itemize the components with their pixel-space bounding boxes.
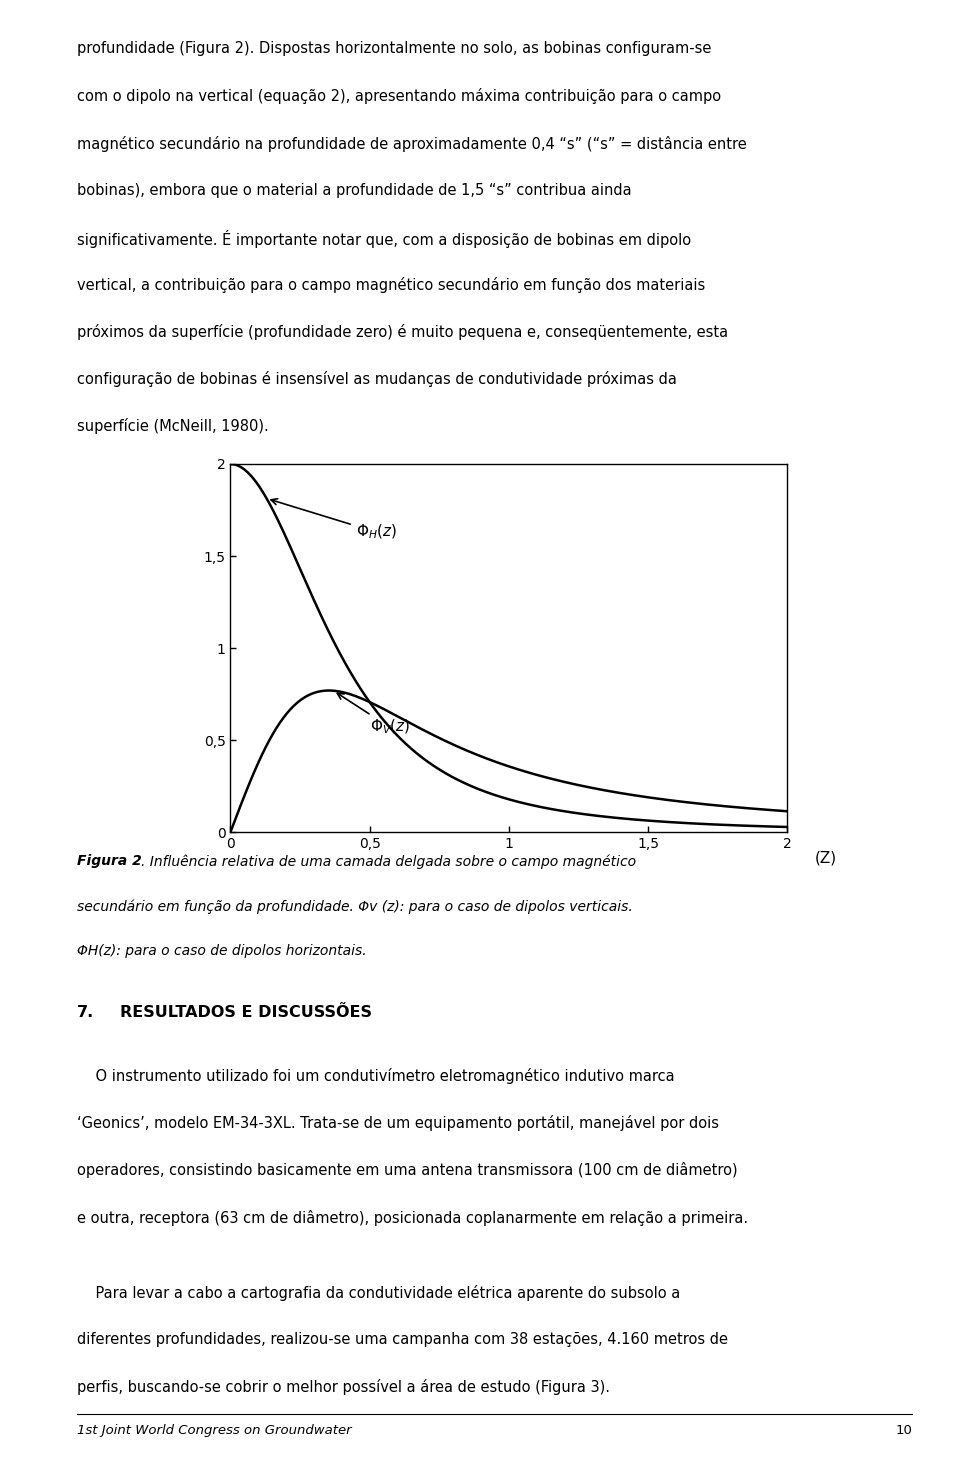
Text: operadores, consistindo basicamente em uma antena transmissora (100 cm de diâmet: operadores, consistindo basicamente em u… <box>77 1162 737 1178</box>
Text: $\Phi_H(z)$: $\Phi_H(z)$ <box>271 499 396 541</box>
Text: 10: 10 <box>895 1424 912 1438</box>
Text: com o dipolo na vertical (equação 2), apresentando máxima contribuição para o ca: com o dipolo na vertical (equação 2), ap… <box>77 88 721 105</box>
Text: perfis, buscando-se cobrir o melhor possível a área de estudo (Figura 3).: perfis, buscando-se cobrir o melhor poss… <box>77 1379 610 1395</box>
Text: e outra, receptora (63 cm de diâmetro), posicionada coplanarmente em relação a p: e outra, receptora (63 cm de diâmetro), … <box>77 1209 748 1226</box>
Text: secundário em função da profundidade. Φv (z): para o caso de dipolos verticais.: secundário em função da profundidade. Φv… <box>77 899 633 913</box>
Text: Figura 2: Figura 2 <box>77 854 141 869</box>
Text: superfície (McNeill, 1980).: superfície (McNeill, 1980). <box>77 418 269 435</box>
Text: significativamente. É importante notar que, com a disposição de bobinas em dipol: significativamente. É importante notar q… <box>77 230 691 247</box>
Text: RESULTADOS E DISCUSSÕES: RESULTADOS E DISCUSSÕES <box>120 1005 372 1019</box>
Text: O instrumento utilizado foi um condutivímetro eletromagnético indutivo marca: O instrumento utilizado foi um condutiví… <box>77 1068 675 1084</box>
Text: Para levar a cabo a cartografia da condutividade elétrica aparente do subsolo a: Para levar a cabo a cartografia da condu… <box>77 1284 680 1301</box>
Text: vertical, a contribuição para o campo magnético secundário em função dos materia: vertical, a contribuição para o campo ma… <box>77 277 705 293</box>
Text: bobinas), embora que o material a profundidade de 1,5 “s” contribua ainda: bobinas), embora que o material a profun… <box>77 183 632 197</box>
Text: ΦH(z): para o caso de dipolos horizontais.: ΦH(z): para o caso de dipolos horizontai… <box>77 944 367 957</box>
Text: (Z): (Z) <box>815 851 837 866</box>
Text: configuração de bobinas é insensível as mudanças de condutividade próximas da: configuração de bobinas é insensível as … <box>77 371 677 387</box>
Text: diferentes profundidades, realizou-se uma campanha com 38 estações, 4.160 metros: diferentes profundidades, realizou-se um… <box>77 1332 728 1348</box>
Text: 7.: 7. <box>77 1005 94 1019</box>
Text: . Influência relativa de uma camada delgada sobre o campo magnético: . Influência relativa de uma camada delg… <box>141 854 636 869</box>
Text: ‘Geonics’, modelo EM-34-3XL. Trata-se de um equipamento portátil, manejável por : ‘Geonics’, modelo EM-34-3XL. Trata-se de… <box>77 1115 719 1131</box>
Text: profundidade (Figura 2). Dispostas horizontalmente no solo, as bobinas configura: profundidade (Figura 2). Dispostas horiz… <box>77 41 711 56</box>
Text: próximos da superfície (profundidade zero) é muito pequena e, conseqüentemente, : próximos da superfície (profundidade zer… <box>77 324 728 340</box>
Text: $\Phi_V(z)$: $\Phi_V(z)$ <box>337 694 410 736</box>
Text: magnético secundário na profundidade de aproximadamente 0,4 “s” (“s” = distância: magnético secundário na profundidade de … <box>77 136 747 152</box>
Text: 1st Joint World Congress on Groundwater: 1st Joint World Congress on Groundwater <box>77 1424 351 1438</box>
